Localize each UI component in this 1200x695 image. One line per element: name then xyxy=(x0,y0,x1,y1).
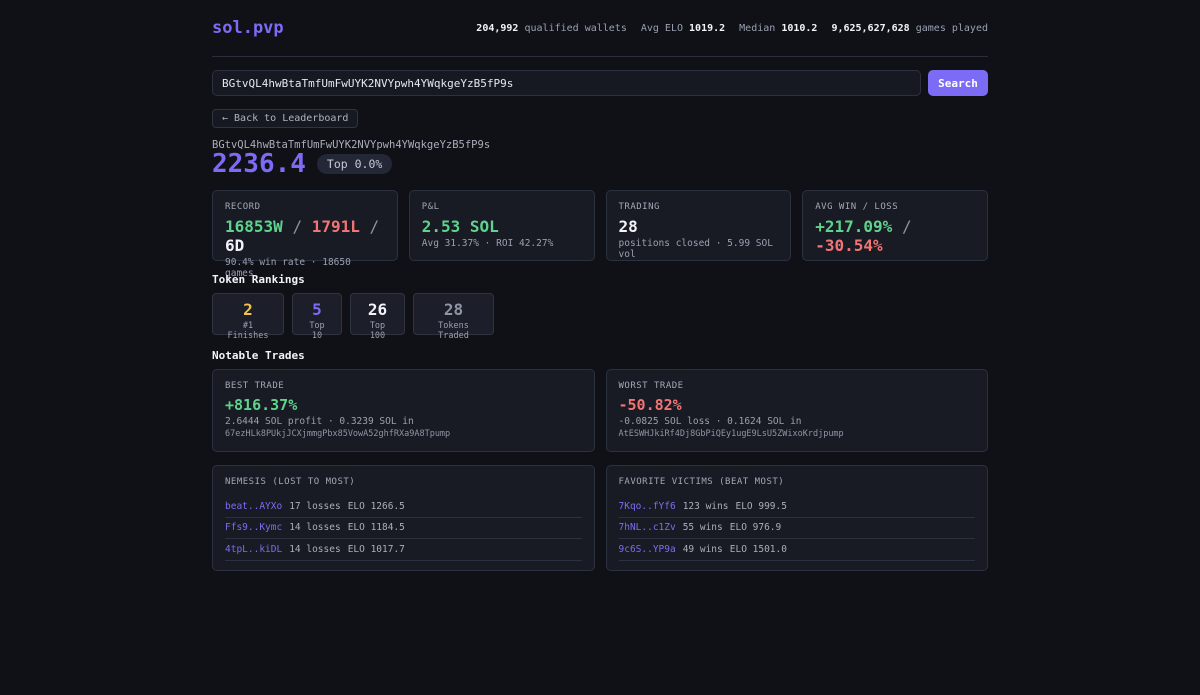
rank-first-finishes: 2 #1 Finishes xyxy=(212,293,284,341)
elo-row: 2236.4 Top 0.0% xyxy=(212,149,393,179)
card-label: WORST TRADE xyxy=(618,381,684,391)
opponent-elo: ELO 976.9 xyxy=(729,522,782,534)
token-rankings-title: Token Rankings xyxy=(212,273,305,286)
loss-count: 14 losses xyxy=(289,543,341,555)
list-item: 7hNL..c1Zv 55 wins ELO 976.9 xyxy=(618,518,975,539)
stat-games-played: 9,625,627,628 games played xyxy=(831,22,988,34)
record-card: RECORD 16853W / 1791L / 6D 90.4% win rat… xyxy=(212,190,398,279)
opponent-elo: ELO 1017.7 xyxy=(347,543,405,555)
rank-label: Top 100 xyxy=(369,321,386,341)
rank-label: Top 10 xyxy=(309,321,325,341)
opponent-link[interactable]: 4tpL..kiDL xyxy=(225,543,283,555)
best-trade-token: 67ezHLk8PUkjJCXjmmgPbx85VowA52ghfRXa9A8T… xyxy=(225,429,451,439)
notable-trades: BEST TRADE +816.37% 2.6444 SOL profit · … xyxy=(212,369,988,452)
card-label: BEST TRADE xyxy=(225,381,285,391)
opponent-elo: ELO 999.5 xyxy=(735,500,787,512)
trading-subtext: positions closed · 5.99 SOL vol xyxy=(618,238,773,260)
card-label: FAVORITE VICTIMS (BEAT MOST) xyxy=(618,477,785,487)
victims-list: 7Kqo..fYf6 123 wins ELO 999.5 7hNL..c1Zv… xyxy=(618,496,975,561)
opponent-elo: ELO 1184.5 xyxy=(347,522,405,534)
opponent-link[interactable]: 7hNL..c1Zv xyxy=(618,522,676,534)
separator: / xyxy=(901,217,912,236)
win-count: 55 wins xyxy=(682,522,723,534)
record-subtext: 90.4% win rate · 18650 games xyxy=(225,257,351,279)
losses-count: 1791L xyxy=(311,217,360,236)
positions-count: 28 xyxy=(618,217,638,236)
opponent-link[interactable]: Ffs9..Kymc xyxy=(225,522,283,534)
list-item: Ffs9..Kymc 14 losses ELO 1184.5 xyxy=(225,518,582,539)
worst-trade-card: WORST TRADE -50.82% -0.0825 SOL loss · 0… xyxy=(605,369,988,452)
win-count: 49 wins xyxy=(682,543,723,555)
stat-avg-elo: Avg ELO 1019.2 xyxy=(640,22,726,34)
stat-qualified-wallets: 204,992 qualified wallets xyxy=(476,22,627,34)
list-item: beat..AYXo 17 losses ELO 1266.5 xyxy=(225,496,582,518)
trading-card: TRADING 28 positions closed · 5.99 SOL v… xyxy=(605,190,792,261)
best-trade-subtext: 2.6444 SOL profit · 0.3239 SOL in xyxy=(225,416,414,427)
rank-top-10: 5 Top 10 xyxy=(292,293,342,341)
rank-value: 26 xyxy=(367,300,388,319)
nemesis-card: NEMESIS (LOST TO MOST) beat..AYXo 17 los… xyxy=(212,465,595,571)
opponent-link[interactable]: 7Kqo..fYf6 xyxy=(618,500,676,512)
stat-median-elo: Median 1010.2 xyxy=(739,22,818,34)
best-trade-card: BEST TRADE +816.37% 2.6444 SOL profit · … xyxy=(212,369,595,452)
opponent-link[interactable]: 9c6S..YP9a xyxy=(618,543,676,555)
rank-value: 28 xyxy=(443,300,464,319)
win-count: 123 wins xyxy=(682,500,729,512)
worst-trade-token: AtESWHJkiRf4Dj8GbPiQEy1ugE9LsU5ZWixoKrdj… xyxy=(618,429,844,439)
wallet-search-input[interactable] xyxy=(212,70,921,96)
loss-count: 14 losses xyxy=(289,522,341,534)
elo-rating: 2236.4 xyxy=(212,149,306,179)
rank-top-100: 26 Top 100 xyxy=(350,293,405,341)
list-item: 9c6S..YP9a 49 wins ELO 1501.0 xyxy=(618,539,975,561)
pnl-subtext: Avg 31.37% · ROI 42.27% xyxy=(421,238,554,249)
opponent-elo: ELO 1501.0 xyxy=(729,543,787,555)
worst-trade-subtext: -0.0825 SOL loss · 0.1624 SOL in xyxy=(618,416,802,427)
nemesis-list: beat..AYXo 17 losses ELO 1266.5 Ffs9..Ky… xyxy=(225,496,582,561)
card-label: RECORD xyxy=(225,202,261,212)
rank-value: 2 xyxy=(243,300,253,319)
wallet-address: BGtvQL4hwBtaTmfUmFwUYK2NVYpwh4YWqkgeYzB5… xyxy=(212,139,491,151)
top-bar: sol.pvp 204,992 qualified wallets Avg EL… xyxy=(212,0,988,57)
avg-loss: -30.54% xyxy=(815,236,883,255)
list-item: 4tpL..kiDL 14 losses ELO 1017.7 xyxy=(225,539,582,561)
loss-count: 17 losses xyxy=(289,500,341,512)
rank-label: Tokens Traded xyxy=(438,321,469,341)
wins-count: 16853W xyxy=(225,217,283,236)
back-to-leaderboard-button[interactable]: ← Back to Leaderboard xyxy=(212,109,359,128)
separator: / xyxy=(292,217,303,236)
separator: / xyxy=(369,217,380,236)
opponent-link[interactable]: beat..AYXo xyxy=(225,500,283,512)
avg-win-loss-value: +217.09% / -30.54% xyxy=(815,217,975,255)
card-label: P&L xyxy=(421,202,440,212)
pnl-card: P&L 2.53 SOL Avg 31.37% · ROI 42.27% xyxy=(408,190,595,261)
pnl-value: 2.53 SOL xyxy=(421,217,499,236)
site-logo[interactable]: sol.pvp xyxy=(212,18,284,38)
card-label: NEMESIS (LOST TO MOST) xyxy=(225,477,356,487)
search-row: Search xyxy=(212,70,988,96)
notable-trades-title: Notable Trades xyxy=(212,349,305,362)
avg-win-loss-card: AVG WIN / LOSS +217.09% / -30.54% xyxy=(802,190,988,261)
card-label: TRADING xyxy=(618,202,660,212)
token-rankings: 2 #1 Finishes 5 Top 10 26 Top 100 28 Tok… xyxy=(212,293,494,341)
stat-cards: RECORD 16853W / 1791L / 6D 90.4% win rat… xyxy=(212,190,988,279)
avg-win: +217.09% xyxy=(815,217,893,236)
rank-value: 5 xyxy=(312,300,322,319)
card-label: AVG WIN / LOSS xyxy=(815,202,899,212)
record-value: 16853W / 1791L / 6D xyxy=(225,217,385,255)
global-stats: 204,992 qualified wallets Avg ELO 1019.2… xyxy=(476,23,988,34)
best-trade-value: +816.37% xyxy=(225,396,298,414)
page-container: sol.pvp 204,992 qualified wallets Avg EL… xyxy=(212,0,988,571)
list-item: 7Kqo..fYf6 123 wins ELO 999.5 xyxy=(618,496,975,518)
rank-label: #1 Finishes xyxy=(227,321,269,341)
draws-count: 6D xyxy=(225,236,245,255)
favorite-victims-card: FAVORITE VICTIMS (BEAT MOST) 7Kqo..fYf6 … xyxy=(605,465,988,571)
search-button[interactable]: Search xyxy=(928,70,988,96)
opponents: NEMESIS (LOST TO MOST) beat..AYXo 17 los… xyxy=(212,465,988,571)
worst-trade-value: -50.82% xyxy=(618,396,682,414)
opponent-elo: ELO 1266.5 xyxy=(347,500,405,512)
rank-tokens-traded: 28 Tokens Traded xyxy=(413,293,494,341)
rank-percentile-badge: Top 0.0% xyxy=(316,154,393,174)
